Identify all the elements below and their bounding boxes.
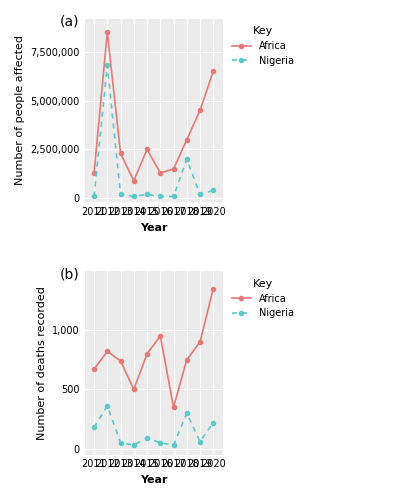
Africa <box>118 150 123 156</box>
Nigeria <box>131 442 136 448</box>
Nigeria <box>91 424 96 430</box>
Africa <box>184 357 189 363</box>
Nigeria <box>105 62 109 68</box>
Africa <box>131 386 136 392</box>
Africa <box>171 166 176 172</box>
X-axis label: Year: Year <box>140 475 167 485</box>
Nigeria <box>105 403 109 409</box>
Africa <box>91 366 96 372</box>
Line: Nigeria: Nigeria <box>92 64 215 198</box>
Nigeria <box>197 192 202 198</box>
Nigeria <box>184 410 189 416</box>
Africa <box>158 170 162 176</box>
Text: (b): (b) <box>60 267 79 281</box>
Text: (a): (a) <box>60 15 79 29</box>
Africa <box>210 68 215 74</box>
Africa <box>158 333 162 339</box>
Nigeria <box>171 194 176 200</box>
Nigeria <box>91 194 96 200</box>
Africa <box>197 339 202 345</box>
Nigeria <box>171 442 176 448</box>
Africa <box>131 178 136 184</box>
Nigeria <box>210 420 215 426</box>
Legend: Africa, Nigeria: Africa, Nigeria <box>228 24 296 69</box>
Line: Nigeria: Nigeria <box>92 404 215 447</box>
Africa <box>210 286 215 292</box>
Africa <box>105 348 109 354</box>
Nigeria <box>158 440 162 446</box>
Africa <box>144 351 149 357</box>
Nigeria <box>197 438 202 444</box>
Nigeria <box>131 194 136 200</box>
Africa <box>144 146 149 152</box>
Line: Africa: Africa <box>92 30 215 183</box>
Africa <box>105 29 109 35</box>
Africa <box>118 358 123 364</box>
Nigeria <box>144 435 149 441</box>
Africa <box>184 136 189 142</box>
Africa <box>91 170 96 176</box>
Y-axis label: Number of deaths recorded: Number of deaths recorded <box>36 286 47 440</box>
Nigeria <box>184 156 189 162</box>
Africa <box>197 108 202 114</box>
Line: Africa: Africa <box>92 286 215 410</box>
Africa <box>171 404 176 410</box>
Y-axis label: Number of people affected: Number of people affected <box>15 36 25 186</box>
Nigeria <box>144 192 149 198</box>
X-axis label: Year: Year <box>140 222 167 232</box>
Nigeria <box>210 188 215 194</box>
Nigeria <box>118 192 123 198</box>
Nigeria <box>118 440 123 446</box>
Nigeria <box>158 194 162 200</box>
Legend: Africa, Nigeria: Africa, Nigeria <box>228 276 296 322</box>
